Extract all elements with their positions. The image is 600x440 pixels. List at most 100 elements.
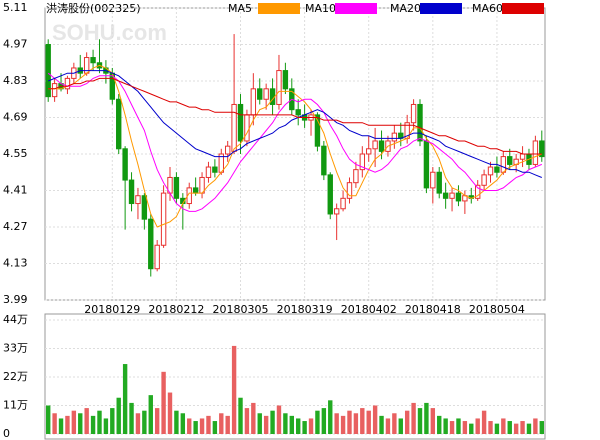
candle-body <box>519 153 526 160</box>
legend-swatch <box>258 3 300 14</box>
volume-bar <box>193 421 198 434</box>
volume-bar <box>142 410 147 434</box>
candle-body <box>359 153 366 171</box>
volume-bar <box>520 421 525 434</box>
x-tick-label: 20180319 <box>277 303 333 316</box>
candle-body <box>205 166 212 178</box>
watermark: SOHU.com <box>52 20 167 45</box>
candle-body <box>141 195 148 220</box>
volume-bar <box>199 418 205 434</box>
candle-body <box>160 192 167 246</box>
candle-body <box>346 182 353 199</box>
legend-label: MA5 <box>228 2 252 15</box>
candle-body <box>128 179 135 205</box>
volume-bar <box>244 408 250 434</box>
candle-body <box>135 195 141 205</box>
candle-body <box>378 140 385 152</box>
candle-body <box>366 148 372 155</box>
volume-bar <box>135 413 141 434</box>
volume-bar <box>289 415 294 434</box>
x-tick-label: 20180212 <box>148 303 204 316</box>
candle-body <box>423 140 430 189</box>
volume-bar <box>449 421 455 434</box>
candle-body <box>192 187 199 194</box>
volume-bar <box>437 415 442 434</box>
candle-body <box>340 197 346 210</box>
volume-bar <box>302 421 307 434</box>
x-tick-label: 20180402 <box>341 303 397 316</box>
candle-body <box>45 44 51 98</box>
volume-bar <box>251 402 256 434</box>
candle-body <box>436 171 442 194</box>
volume-bar <box>328 400 333 434</box>
volume-bar <box>372 405 378 434</box>
candle-body <box>154 244 160 270</box>
candle-body <box>430 171 436 189</box>
ma-line <box>47 72 542 212</box>
candle-body <box>90 57 96 64</box>
volume-bar <box>539 421 544 434</box>
volume-bar <box>533 418 538 434</box>
volume-bar <box>308 418 314 434</box>
candle-body <box>327 174 333 215</box>
legend-swatch <box>502 3 544 14</box>
candle-body <box>212 166 218 173</box>
candle-body <box>282 70 289 90</box>
y-tick-label: 3.99 <box>3 293 28 306</box>
volume-bar <box>334 413 339 434</box>
volume-tick-label: 22万 <box>3 370 28 383</box>
volume-bar <box>71 410 77 434</box>
candle-body <box>481 174 487 186</box>
volume-bar <box>340 415 346 434</box>
candle-body <box>449 192 455 199</box>
volume-bar <box>315 410 320 434</box>
volume-bar <box>231 345 237 434</box>
volume-bar <box>469 423 474 434</box>
y-tick-label: 4.97 <box>3 38 28 51</box>
candle-body <box>487 166 494 176</box>
x-tick-label: 20180305 <box>213 303 269 316</box>
volume-bar <box>347 410 352 434</box>
y-tick-label: 5.11 <box>3 1 28 14</box>
volume-bar <box>430 408 436 434</box>
volume-bar <box>206 415 211 434</box>
volume-bar <box>321 408 327 434</box>
volume-bar <box>129 402 134 434</box>
volume-bar <box>174 410 179 434</box>
volume-bar <box>296 418 301 434</box>
x-tick-label: 20180504 <box>469 303 525 316</box>
volume-bar <box>488 421 493 434</box>
candle-body <box>122 148 128 181</box>
candle-body <box>391 132 398 142</box>
volume-bar <box>161 371 166 434</box>
candle-body <box>455 192 462 202</box>
volume-bar <box>187 418 192 434</box>
candle-body <box>494 166 500 173</box>
volume-bar <box>475 418 480 434</box>
volume-bar <box>65 415 70 434</box>
y-tick-label: 4.83 <box>3 74 28 87</box>
x-tick-label: 20180129 <box>84 303 140 316</box>
y-tick-label: 4.69 <box>3 111 28 124</box>
candle-body <box>257 88 263 100</box>
x-tick-label: 20180418 <box>405 303 461 316</box>
volume-bar <box>180 413 186 434</box>
volume-bar <box>494 423 500 434</box>
volume-bar <box>52 413 57 434</box>
candle-body <box>231 103 237 152</box>
candle-body <box>244 114 250 142</box>
candle-body <box>263 88 269 100</box>
volume-bar <box>84 408 89 434</box>
volume-bar <box>398 418 403 434</box>
volume-bar <box>110 408 115 434</box>
candle-body <box>173 176 180 199</box>
volume-bar <box>90 415 96 434</box>
volume-bar <box>526 423 532 434</box>
legend-label: MA60 <box>472 2 503 15</box>
candle-body <box>507 156 513 165</box>
volume-tick-label: 44万 <box>3 313 28 326</box>
y-tick-label: 4.41 <box>3 184 28 197</box>
volume-bar <box>238 397 243 434</box>
volume-bar <box>283 413 288 434</box>
